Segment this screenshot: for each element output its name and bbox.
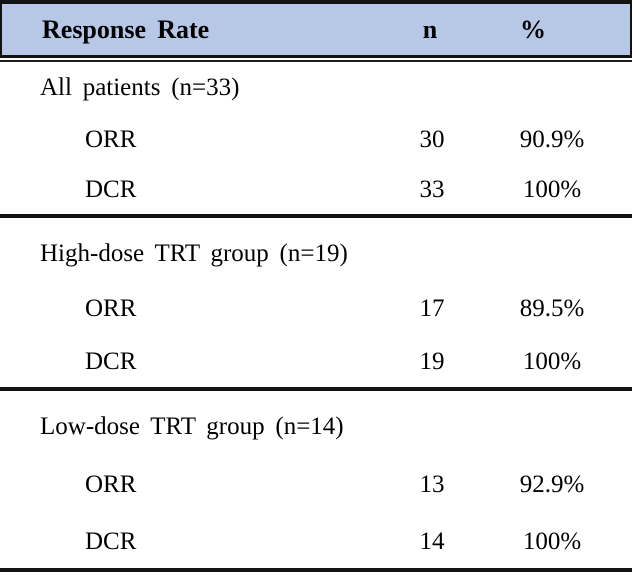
table-row-orr: ORR 13 92.9% [0, 454, 632, 514]
section-high-dose-trt: High-dose TRT group (n=19) ORR 17 89.5% … [0, 218, 632, 391]
row-n-value: 17 [419, 294, 445, 322]
row-label: DCR [85, 527, 137, 555]
group-row-high-dose: High-dose TRT group (n=19) [0, 226, 632, 280]
table-row-dcr: DCR 19 100% [0, 336, 632, 387]
group-label: All patients (n=33) [40, 74, 240, 101]
row-label: ORR [85, 470, 137, 498]
row-n-value: 33 [419, 176, 445, 203]
group-label: Low-dose TRT group (n=14) [40, 413, 344, 440]
table-header-row: Response Rate n % [0, 4, 632, 58]
header-percent-label: % [520, 14, 546, 44]
group-row-low-dose: Low-dose TRT group (n=14) [0, 399, 632, 454]
row-pct-value: 100% [522, 176, 582, 203]
row-label: DCR [85, 348, 137, 375]
row-pct-value: 89.5% [519, 294, 585, 322]
group-label: High-dose TRT group (n=19) [40, 239, 348, 267]
header-n-label: n [422, 14, 438, 44]
row-pct-value: 100% [522, 348, 582, 375]
header-response-rate-label: Response Rate [42, 14, 210, 44]
row-pct-value: 100% [522, 527, 582, 555]
row-n-value: 13 [419, 470, 445, 498]
row-n-value: 14 [419, 527, 445, 555]
row-pct-value: 90.9% [519, 125, 585, 153]
row-n-value: 19 [419, 348, 445, 375]
table-row-orr: ORR 30 90.9% [0, 113, 632, 165]
row-label: ORR [85, 125, 137, 153]
row-pct-value: 92.9% [519, 470, 585, 498]
group-row-all-patients: All patients (n=33) [0, 62, 632, 113]
table-row-dcr: DCR 33 100% [0, 165, 632, 214]
header-rule-gap [0, 58, 632, 60]
section-low-dose-trt: Low-dose TRT group (n=14) ORR 13 92.9% D… [0, 391, 632, 572]
row-label: ORR [85, 294, 137, 322]
table-row-dcr: DCR 14 100% [0, 514, 632, 568]
section-all-patients: All patients (n=33) ORR 30 90.9% DCR 33 … [0, 62, 632, 218]
row-n-value: 30 [419, 125, 445, 153]
row-label: DCR [85, 176, 137, 203]
table-row-orr: ORR 17 89.5% [0, 280, 632, 336]
header-bottom-rule [0, 60, 632, 62]
